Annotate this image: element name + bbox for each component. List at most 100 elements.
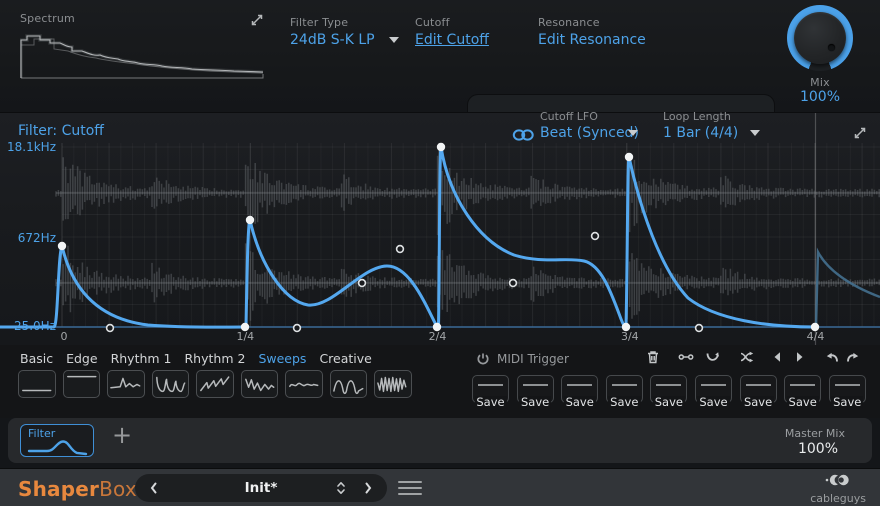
preset-next-icon[interactable] [363, 481, 373, 495]
save-slot-6[interactable]: Save [694, 375, 732, 409]
preset-prev-icon[interactable] [149, 481, 159, 495]
save-slot-wave [567, 384, 593, 386]
mix-knob[interactable] [787, 5, 853, 71]
save-slot-wave [611, 384, 637, 386]
curve-node[interactable] [432, 322, 442, 332]
add-lane-button[interactable]: + [112, 421, 133, 449]
curve-handle[interactable] [590, 231, 600, 241]
curve-handle[interactable] [508, 278, 518, 288]
lfo-editor[interactable] [0, 113, 880, 346]
time-label: 4/4 [806, 330, 825, 343]
save-slot-7[interactable]: Save [739, 375, 777, 409]
filter-type-dropdown[interactable]: 24dB S-K LP [290, 32, 399, 48]
save-slot-label: Save [518, 395, 552, 409]
save-slot-label: Save [697, 395, 730, 409]
redo-icon[interactable] [845, 349, 861, 365]
freq-label: 25.0Hz [13, 319, 56, 333]
curve-handle[interactable] [694, 323, 704, 333]
wave-tab-rhythm-1[interactable]: Rhythm 1 [110, 351, 172, 366]
wave-tab-edge[interactable]: Edge [66, 351, 98, 366]
cutoff-lfo-label: Cutoff LFO [540, 110, 598, 123]
wave-tab-basic[interactable]: Basic [20, 351, 54, 366]
midi-trigger-toggle[interactable]: MIDI Trigger [476, 352, 569, 366]
time-label: 3/4 [620, 330, 639, 343]
undo-icon[interactable] [824, 349, 840, 365]
wave-preset-rising-saw[interactable] [196, 370, 234, 398]
mix-value[interactable]: 100% [799, 89, 841, 105]
cableguys-text: cableguys [810, 492, 866, 505]
preset-name[interactable]: Init* [244, 480, 278, 496]
mix-knob-indicator [828, 44, 836, 52]
curve-node[interactable] [436, 142, 446, 152]
wave-preset-spike-decay[interactable] [107, 370, 145, 398]
edit-resonance-link[interactable]: Edit Resonance [538, 32, 646, 48]
power-icon [477, 353, 489, 365]
curve-node[interactable] [621, 322, 631, 332]
curve-node[interactable] [624, 152, 634, 162]
loop-length-dropdown[interactable]: 1 Bar (4/4) [663, 125, 739, 141]
curve-handle[interactable] [357, 278, 367, 288]
save-slot-label: Save [786, 395, 819, 409]
wave-preset-flat-high[interactable] [62, 370, 100, 398]
header: Spectrum Filter Type 24dB S-K LP Cutoff … [0, 0, 880, 110]
shuffle-icon[interactable] [739, 349, 755, 365]
trash-icon[interactable] [645, 349, 661, 365]
wave-preset-small-wiggle[interactable] [285, 370, 323, 398]
wave-preset-triple-scoop[interactable] [151, 370, 189, 398]
menu-icon[interactable] [398, 481, 422, 495]
cableguys-logo: cableguys [810, 473, 866, 505]
loop-length-label: Loop Length [663, 110, 731, 123]
save-slot-4[interactable]: Save [605, 375, 643, 409]
save-slot-label: Save [652, 395, 685, 409]
cutoff-lfo-dropdown[interactable]: Beat (Synced) [540, 125, 639, 141]
save-slot-1[interactable]: Save [472, 375, 509, 409]
cutoff-lfo-caret-icon[interactable] [628, 130, 638, 136]
wave-preset-dense-zigzag[interactable] [374, 370, 412, 398]
wave-tab-rhythm-2[interactable]: Rhythm 2 [184, 351, 246, 366]
wave-selector-section: Basic Edge Rhythm 1 Rhythm 2 Sweeps Creative … [0, 345, 880, 418]
curve-handle[interactable] [395, 244, 405, 254]
wave-tab-creative[interactable]: Creative [319, 351, 372, 366]
node-link-icon[interactable] [678, 349, 694, 365]
save-slot-5[interactable]: Save [650, 375, 688, 409]
editor-title: Filter: Cutoff [18, 123, 104, 139]
cutoff-label: Cutoff [415, 16, 450, 29]
curve-node[interactable] [810, 322, 820, 332]
midi-trigger-label: MIDI Trigger [497, 352, 569, 366]
filter-type-label: Filter Type [290, 16, 349, 29]
spectrum-label: Spectrum [20, 12, 75, 25]
save-slot-8[interactable]: Save [784, 375, 822, 409]
curve-node[interactable] [240, 322, 250, 332]
save-slot-2[interactable]: Save [516, 375, 554, 409]
save-slot-3[interactable]: Save [561, 375, 599, 409]
save-slot-label: Save [474, 395, 507, 409]
wave-preset-flat-low[interactable] [18, 370, 56, 398]
next-icon[interactable] [791, 349, 807, 365]
time-label: 2/4 [428, 330, 447, 343]
wave-preset-jagged-fall[interactable] [240, 370, 278, 398]
preset-stepper-icon[interactable] [335, 479, 347, 497]
curve-node[interactable] [57, 241, 67, 251]
mix-knob-face [794, 12, 846, 64]
curve-handle[interactable] [292, 323, 302, 333]
filter-type-caret-icon [388, 37, 399, 43]
wave-tab-sweeps[interactable]: Sweeps [258, 351, 307, 366]
lfo-link-icon[interactable] [512, 127, 536, 143]
master-mix-value[interactable]: 100% [797, 441, 838, 457]
loop-length-caret-icon[interactable] [750, 130, 760, 136]
lane-tab-filter[interactable]: Filter [20, 424, 94, 457]
edit-cutoff-link[interactable]: Edit Cutoff [415, 32, 489, 48]
editor-expand-icon[interactable] [853, 126, 867, 140]
save-slot-wave [834, 384, 860, 386]
prev-icon[interactable] [770, 349, 786, 365]
filter-curve-icon [27, 440, 88, 456]
curve-handle[interactable] [105, 323, 115, 333]
save-slot-9[interactable]: Save [828, 375, 866, 409]
rotate-icon[interactable] [705, 349, 721, 365]
freq-label: 18.1kHz [7, 140, 56, 154]
wave-preset-sine-humps[interactable] [329, 370, 367, 398]
curve-node[interactable] [245, 215, 255, 225]
preset-selector: Init* [135, 474, 387, 502]
spectrum-expand-icon[interactable] [250, 13, 264, 27]
